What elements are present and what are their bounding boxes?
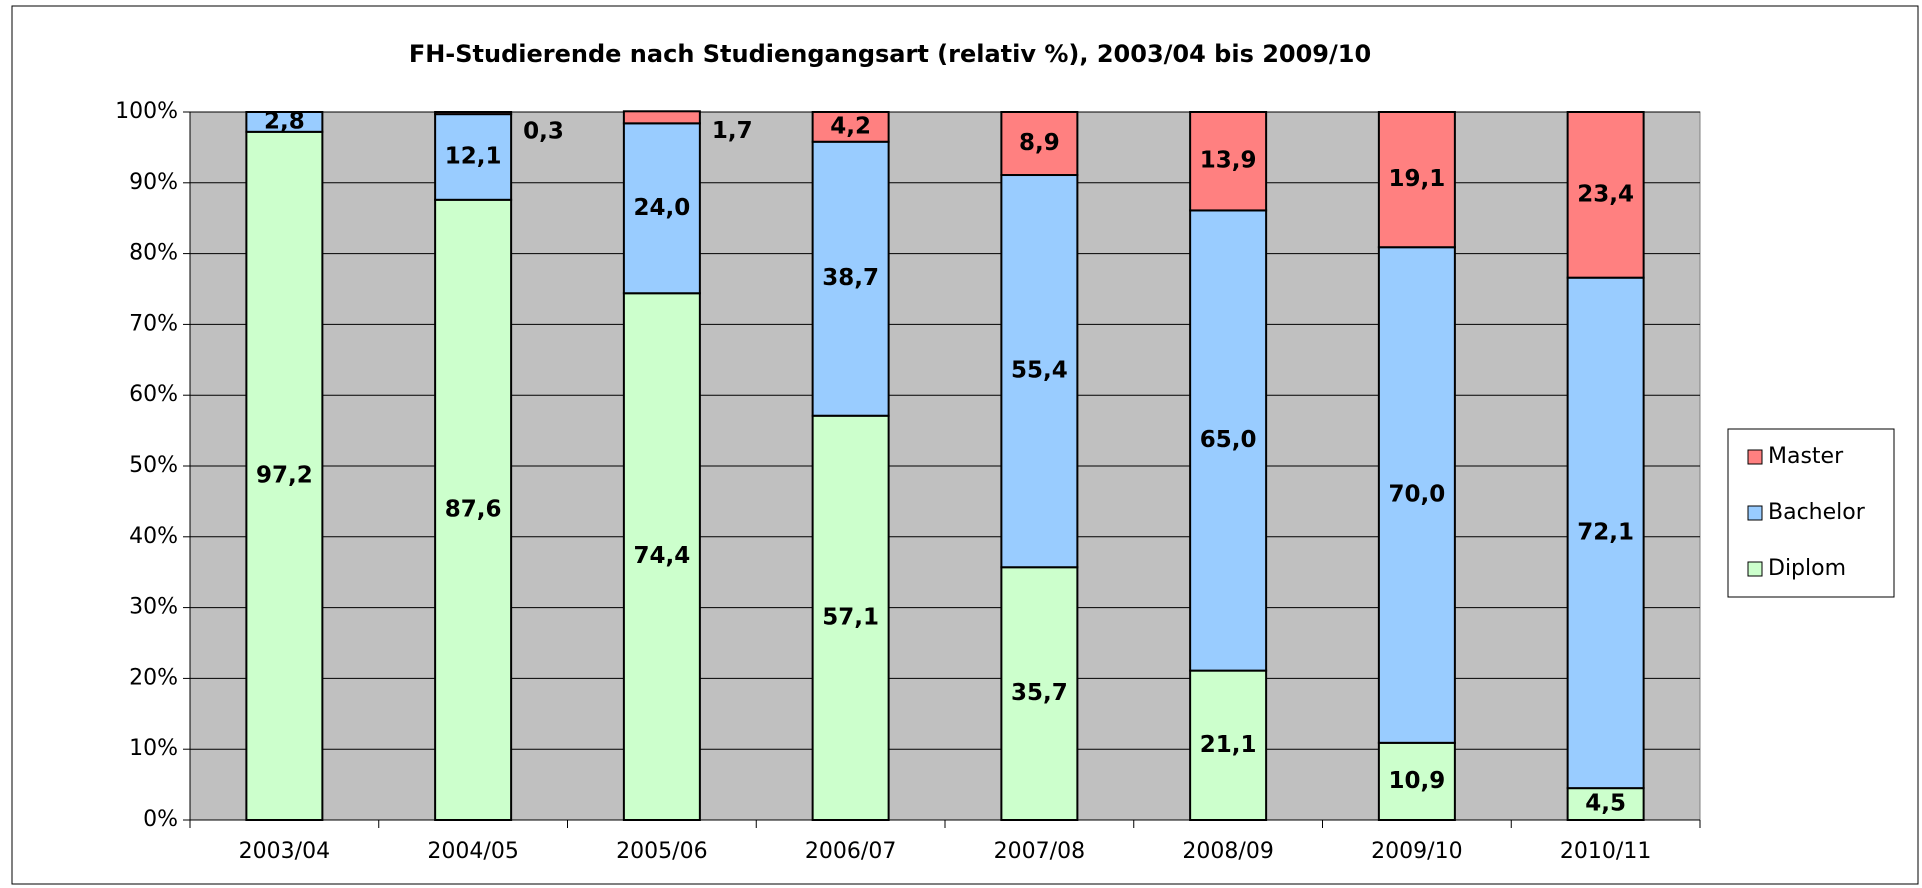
bar-segment	[1189, 669, 1268, 821]
legend-label: Diplom	[1768, 556, 1846, 581]
value-label: 1,7	[712, 118, 753, 144]
value-label: 8,9	[1019, 130, 1060, 156]
legend-swatch	[1747, 505, 1763, 521]
x-tick-label: 2010/11	[1560, 839, 1651, 864]
x-tick-label: 2009/10	[1371, 839, 1462, 864]
value-label: 70,0	[1389, 482, 1446, 508]
value-label: 21,1	[1200, 732, 1257, 758]
y-tick-label: 100%	[115, 99, 178, 124]
bar-segment	[622, 122, 701, 295]
value-label: 72,1	[1577, 519, 1634, 545]
y-tick-label: 30%	[129, 595, 178, 620]
y-tick-label: 70%	[129, 311, 178, 336]
bar-segment	[622, 110, 701, 125]
value-label: 38,7	[822, 265, 879, 291]
chart-title: FH-Studierende nach Studiengangsart (rel…	[409, 40, 1371, 68]
bar-segment	[1189, 111, 1268, 212]
legend-swatch	[1747, 449, 1763, 465]
x-tick-label: 2008/09	[1182, 839, 1273, 864]
bar-segment	[1377, 741, 1456, 821]
y-tick-label: 60%	[129, 382, 178, 407]
bar-segment	[434, 111, 513, 116]
value-label: 2,8	[264, 108, 305, 134]
bar-segment	[1000, 566, 1079, 822]
x-tick-label: 2006/07	[805, 839, 896, 864]
y-tick-label: 20%	[129, 665, 178, 690]
x-tick-label: 2007/08	[994, 839, 1085, 864]
y-tick-label: 90%	[129, 170, 178, 195]
bar-segment	[1377, 111, 1456, 249]
value-label: 65,0	[1200, 427, 1257, 453]
value-label: 35,7	[1011, 680, 1068, 706]
value-label: 0,3	[523, 119, 564, 145]
value-label: 74,4	[634, 543, 691, 569]
value-label: 19,1	[1389, 166, 1446, 192]
bar-segment	[434, 198, 513, 822]
value-label: 4,5	[1585, 791, 1626, 817]
bar-segment	[1566, 276, 1645, 790]
value-label: 23,4	[1577, 181, 1634, 207]
value-label: 55,4	[1011, 358, 1068, 384]
value-label: 4,2	[830, 113, 871, 139]
legend-label: Master	[1768, 444, 1844, 469]
bar-segment	[1566, 787, 1645, 822]
bar-segment	[1566, 111, 1645, 279]
y-tick-label: 50%	[129, 453, 178, 478]
legend-label: Bachelor	[1768, 500, 1866, 525]
bar-segment	[245, 130, 324, 822]
x-tick-label: 2004/05	[427, 839, 518, 864]
bar-segment	[811, 111, 890, 143]
x-tick-label: 2003/04	[239, 839, 330, 864]
value-label: 24,0	[634, 195, 691, 221]
value-label: 57,1	[822, 604, 879, 630]
y-tick-label: 0%	[143, 807, 178, 832]
y-tick-label: 40%	[129, 524, 178, 549]
bar-segment	[245, 111, 324, 133]
legend-swatch	[1747, 561, 1763, 577]
y-tick-label: 10%	[129, 736, 178, 761]
value-label: 97,2	[256, 462, 313, 488]
bar-segment	[1000, 111, 1079, 177]
x-tick-label: 2005/06	[616, 839, 707, 864]
y-tick-label: 80%	[129, 241, 178, 266]
bar-segment	[622, 292, 701, 821]
value-label: 10,9	[1389, 768, 1446, 794]
bar-segment	[434, 113, 513, 201]
value-label: 12,1	[445, 143, 502, 169]
value-label: 87,6	[445, 496, 502, 522]
value-label: 13,9	[1200, 148, 1257, 174]
